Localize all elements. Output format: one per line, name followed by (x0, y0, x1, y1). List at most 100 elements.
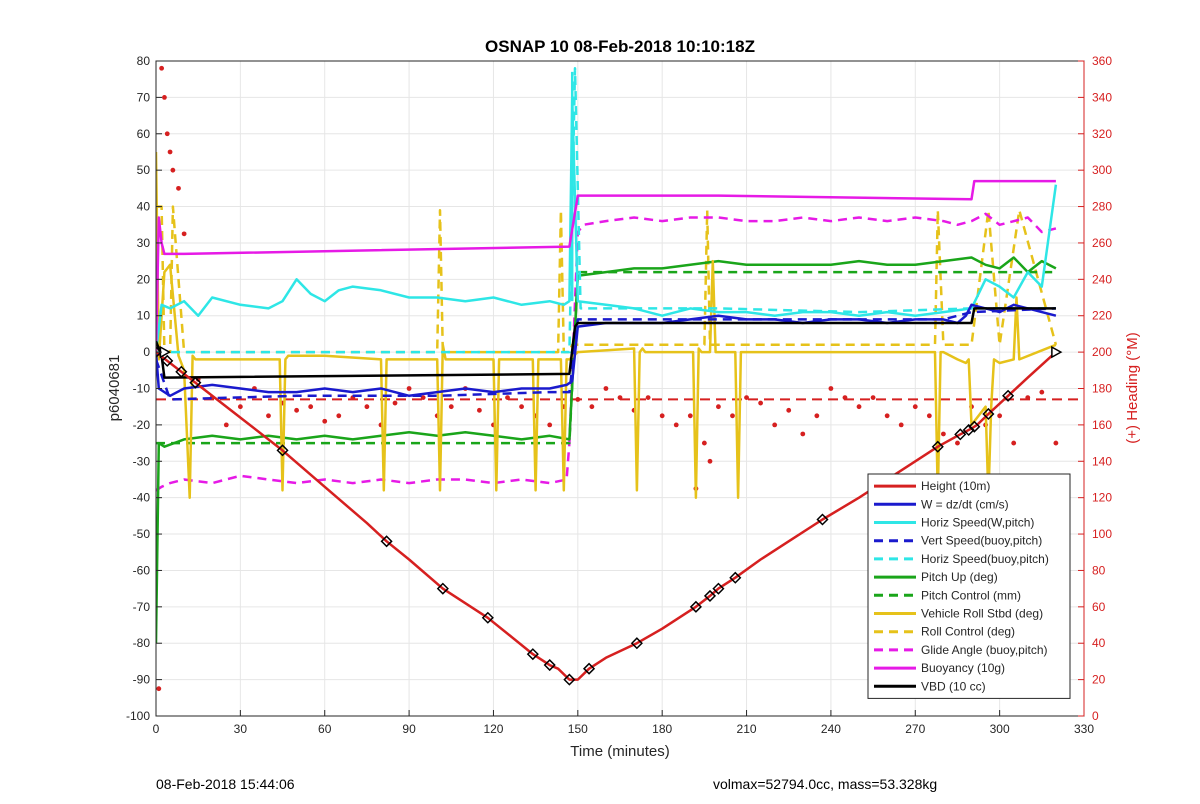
legend-label: Buoyancy (10g) (921, 661, 1005, 675)
heading-point (856, 404, 862, 410)
y-tick-label: -70 (133, 600, 151, 614)
heading-point (170, 167, 176, 173)
heading-point (364, 404, 370, 410)
series-line (156, 270, 1056, 445)
x-tick-label: 90 (402, 722, 416, 736)
heading-point (1011, 440, 1017, 446)
plot-area (156, 65, 1084, 692)
end-marker (1051, 345, 1063, 359)
y2-tick-label: 280 (1092, 200, 1112, 214)
height-marker (931, 440, 944, 453)
y2-tick-label: 360 (1092, 54, 1112, 68)
y-tick-label: 40 (137, 200, 151, 214)
legend-label: Vehicle Roll Stbd (deg) (921, 607, 1043, 621)
heading-point (406, 386, 412, 391)
height-marker (189, 376, 202, 389)
y2-tick-label: 300 (1092, 163, 1112, 177)
heading-point (336, 413, 342, 419)
x-tick-label: 150 (568, 722, 588, 736)
heading-point (701, 440, 707, 446)
y2-tick-label: 340 (1092, 90, 1112, 104)
y2-tick-label: 180 (1092, 382, 1112, 396)
height-marker (954, 428, 967, 441)
heading-point (687, 413, 693, 419)
heading-point (164, 131, 170, 137)
legend-box (867, 473, 1071, 699)
y2-axis: 0 20 40 60 80 100 120 140 160 180 200 220 240 260 280 3… (1078, 54, 1112, 723)
series-line (156, 307, 1056, 379)
height-marker (816, 513, 829, 526)
x-tick-label: 30 (234, 722, 248, 736)
legend-label: VBD (10 cc) (921, 679, 986, 693)
height-marker (982, 407, 995, 421)
heading-point (828, 386, 834, 391)
heading-point (176, 185, 181, 191)
y-tick-label: 10 (137, 309, 151, 323)
height-marker (543, 658, 556, 672)
y2-tick-label: 200 (1092, 345, 1112, 359)
heading-point (575, 397, 581, 402)
heading-point (673, 422, 679, 428)
heading-point (547, 422, 553, 428)
heading-point (940, 431, 946, 437)
heading-point (1025, 395, 1031, 400)
legend-label: Horiz Speed(W,pitch) (921, 516, 1034, 530)
heading-point (786, 407, 792, 413)
heading-point (505, 395, 510, 400)
heading-point (707, 458, 713, 464)
legend-label: Glide Angle (buoy,pitch) (921, 643, 1048, 657)
y-tick-label: -60 (133, 563, 151, 577)
height-marker (436, 582, 449, 595)
heading-point (730, 413, 735, 419)
heading-point (716, 404, 721, 410)
footer-timestamp: 08-Feb-2018 15:44:06 (156, 776, 295, 792)
series-line (156, 96, 1058, 353)
height-marker (276, 444, 289, 457)
y-tick-label: -100 (126, 709, 150, 723)
x-tick-label: 270 (905, 722, 925, 736)
x-tick-label: 120 (483, 722, 503, 736)
y2-tick-label: 320 (1092, 127, 1112, 141)
height-marker (630, 637, 643, 650)
legend-label: Pitch Up (deg) (921, 570, 998, 584)
height-marker (481, 611, 494, 624)
y2-tick-label: 20 (1092, 673, 1106, 687)
legend-label: Roll Control (deg) (921, 625, 1015, 639)
heading-point (159, 65, 165, 71)
x-tick-label: 60 (318, 722, 332, 736)
y-tick-label: 60 (137, 127, 151, 141)
y-axis: -100-90-80-70-60-50-40-30-20-10010203040… (126, 54, 162, 723)
heading-point (266, 413, 271, 419)
y-tick-label: 30 (137, 236, 151, 250)
y2-tick-label: 0 (1092, 709, 1099, 723)
series-line (156, 256, 1057, 644)
series-line (156, 151, 1057, 499)
y-tick-label: -50 (133, 527, 151, 541)
height-marker (175, 365, 188, 378)
legend-label: Vert Speed(buoy,pitch) (921, 534, 1042, 548)
y-tick-label: -30 (133, 454, 151, 468)
heading-point (617, 395, 623, 400)
heading-point (1053, 440, 1059, 446)
height-marker (161, 354, 174, 367)
y2-tick-label: 140 (1092, 454, 1112, 468)
height-marker (689, 600, 702, 613)
y2-tick-label: 80 (1092, 563, 1106, 577)
footer-volmass: volmax=52794.0cc, mass=53.328kg (713, 776, 938, 792)
y2-axis-label: (+) Heading (°M) (1124, 332, 1141, 443)
y-tick-label: -20 (133, 418, 151, 432)
y2-tick-label: 260 (1092, 236, 1112, 250)
legend-label: Pitch Control (mm) (921, 588, 1021, 602)
y2-tick-label: 240 (1092, 272, 1112, 286)
heading-point (772, 422, 778, 428)
heading-point (420, 395, 426, 400)
heading-point (322, 418, 328, 424)
series-line (156, 179, 1056, 353)
legend: Height (10m) W = dz/dt (cm/s) Horiz Speed(… (867, 473, 1071, 699)
heading-point (884, 413, 890, 419)
heading-point (448, 404, 454, 410)
heading-point (997, 413, 1003, 419)
heading-point (392, 400, 398, 406)
y2-tick-label: 60 (1092, 600, 1106, 614)
height-marker (962, 423, 975, 437)
